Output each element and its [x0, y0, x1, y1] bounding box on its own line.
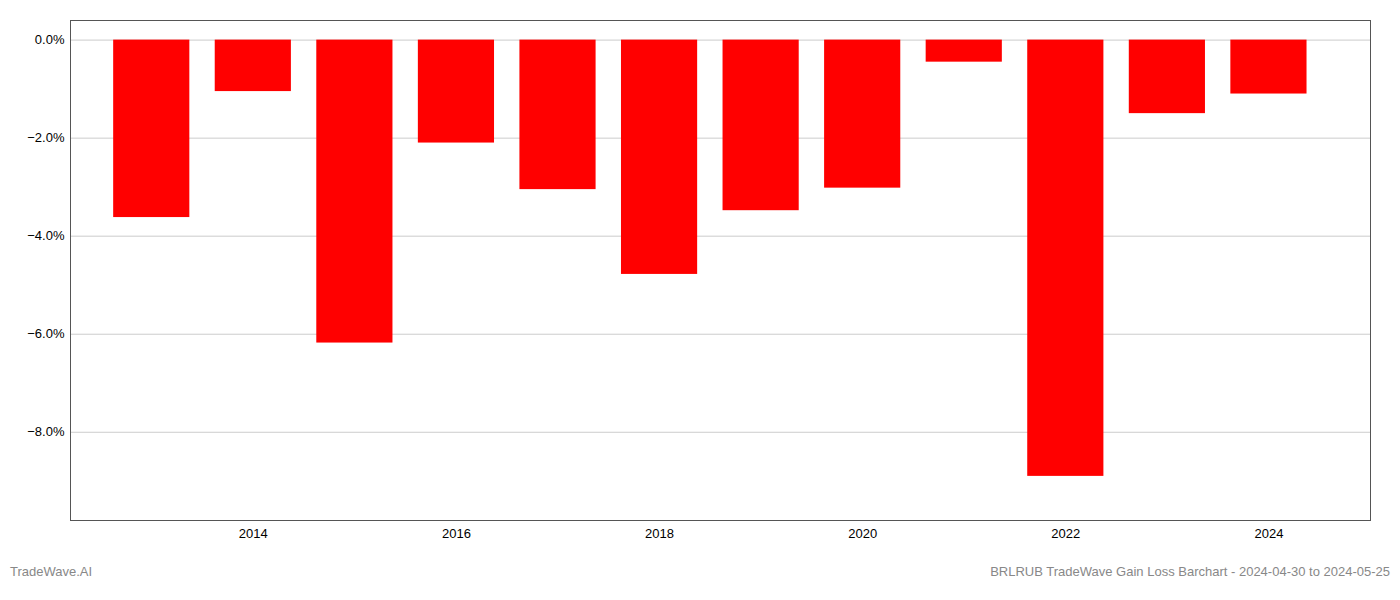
- html-text:BRLRUB TradeWave Gain Loss Bar: BRLRUB TradeWave Gain Loss Barchart - 20…: [990, 564, 1390, 579]
- svg-text:2018: 2018: [645, 526, 674, 541]
- svg-text:2016: 2016: [442, 526, 471, 541]
- svg-text:2024: 2024: [1254, 526, 1283, 541]
- svg-text:2022: 2022: [1051, 526, 1080, 541]
- svg-text:0.0%: 0.0%: [35, 32, 65, 47]
- svg-text:2020: 2020: [848, 526, 877, 541]
- svg-text:−4.0%: −4.0%: [27, 228, 65, 243]
- svg-text:2014: 2014: [239, 526, 268, 541]
- html-text:TradeWave.AI: TradeWave.AI: [10, 564, 93, 579]
- svg-text:−8.0%: −8.0%: [27, 424, 65, 439]
- svg-text:−6.0%: −6.0%: [27, 326, 65, 341]
- svg-text:−2.0%: −2.0%: [27, 130, 65, 145]
